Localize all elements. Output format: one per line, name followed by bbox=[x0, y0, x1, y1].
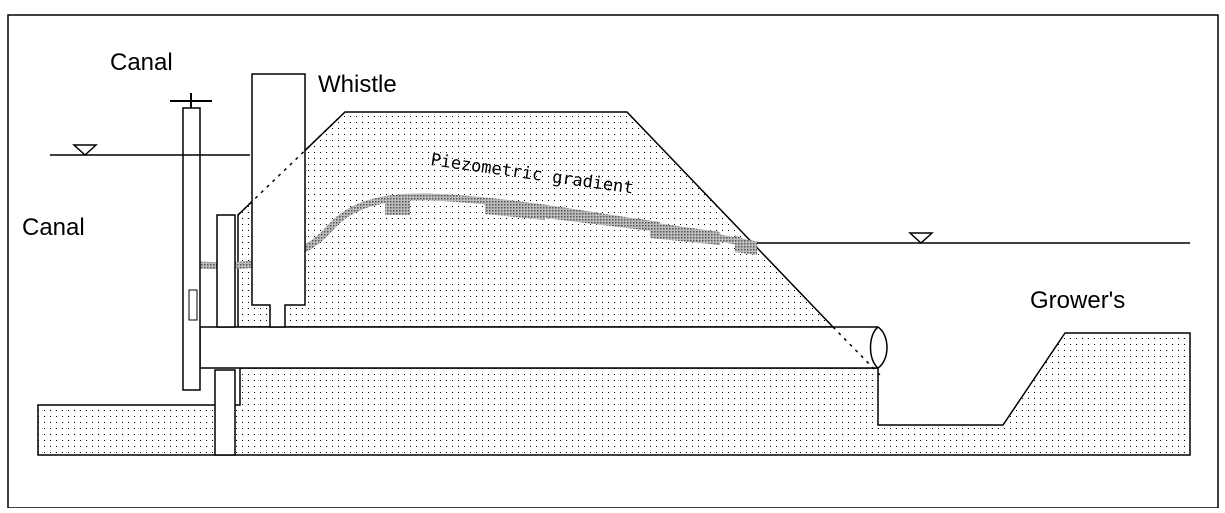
gate-slot bbox=[189, 290, 197, 320]
water-symbol bbox=[74, 145, 96, 155]
headwall bbox=[217, 215, 235, 327]
diagram: Canal Whistle Canal Piezometric gradient… bbox=[0, 0, 1225, 508]
label: Whistle bbox=[318, 71, 397, 98]
cutoff-wall bbox=[215, 370, 235, 455]
gate bbox=[183, 108, 200, 390]
water-symbol bbox=[910, 233, 932, 243]
label: Grower's bbox=[1030, 287, 1125, 314]
page: Canal Whistle Canal Piezometric gradient… bbox=[0, 0, 1225, 508]
label: Canal bbox=[22, 214, 85, 241]
embankment bbox=[238, 112, 833, 327]
label: Canal bbox=[110, 49, 173, 76]
pipe bbox=[200, 327, 887, 368]
whistle bbox=[252, 74, 305, 327]
